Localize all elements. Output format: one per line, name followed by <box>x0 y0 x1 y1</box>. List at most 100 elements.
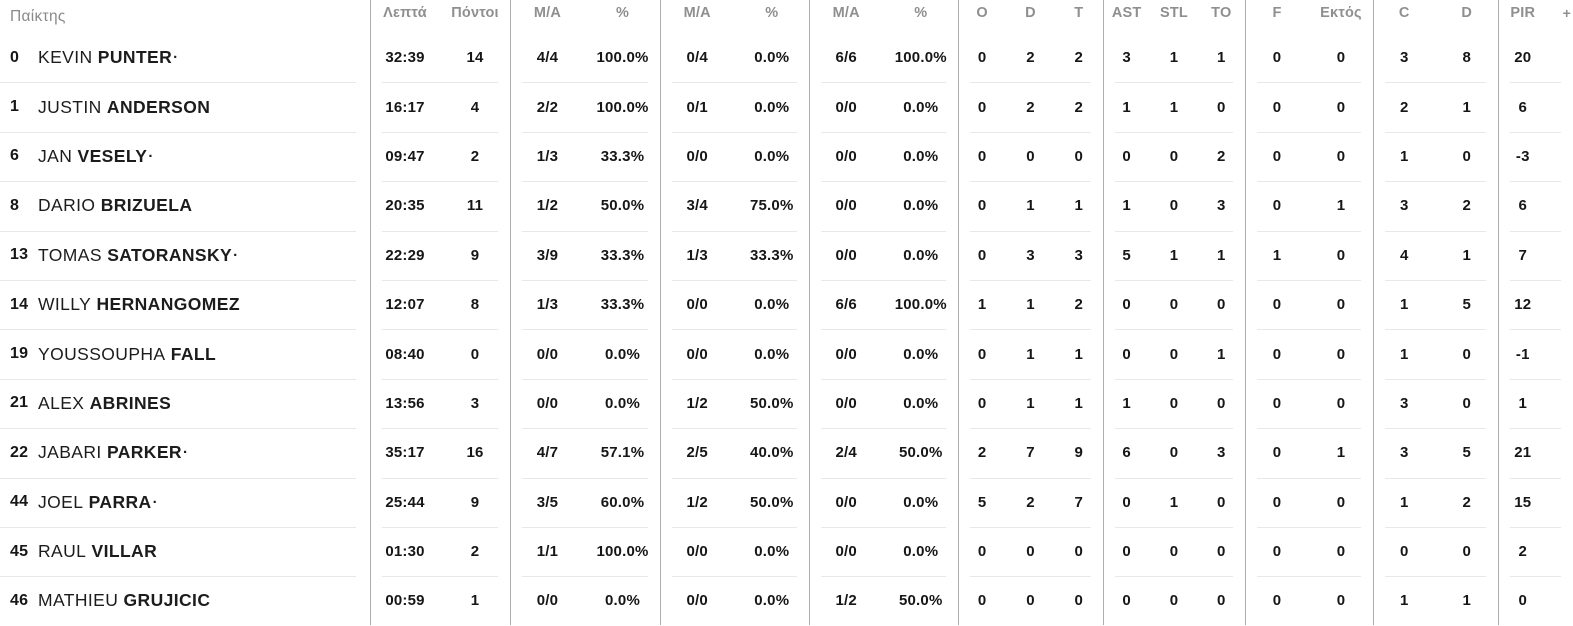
reb-def-value: 7 <box>1006 444 1054 461</box>
header-pir: PIR <box>1498 5 1548 21</box>
reb-def-value: 1 <box>1006 296 1054 313</box>
blocks-for-value: 1 <box>1373 296 1436 313</box>
two-pt-percent: 100.0% <box>585 99 660 116</box>
three-pt-made-attempted: 0/0 <box>660 543 735 560</box>
ft-made-attempted: 2/4 <box>809 444 884 461</box>
reb-off-value: 2 <box>958 444 1006 461</box>
jersey-number: 1 <box>10 98 38 116</box>
fouls-drawn-value: 0 <box>1309 543 1373 560</box>
player-cell: 6 JAN VESELY· <box>0 132 370 181</box>
player-name: RAUL VILLAR <box>38 541 158 562</box>
three-pt-percent: 0.0% <box>735 296 810 313</box>
three-pt-percent: 0.0% <box>735 99 810 116</box>
two-pt-made-attempted: 1/3 <box>510 148 585 165</box>
reb-off-value: 0 <box>958 543 1006 560</box>
jersey-number: 21 <box>10 394 38 412</box>
points-value: 11 <box>440 197 510 214</box>
reb-def-value: 2 <box>1006 99 1054 116</box>
blocks-for-value: 2 <box>1373 99 1436 116</box>
three-pt-made-attempted: 1/3 <box>660 247 735 264</box>
blocks-against-value: 2 <box>1436 197 1499 214</box>
player-last-name: ABRINES <box>90 393 172 413</box>
fouls-drawn-value: 1 <box>1309 444 1373 461</box>
three-pt-made-attempted: 0/0 <box>660 346 735 363</box>
column-divider <box>510 0 511 625</box>
pir-value: 1 <box>1498 395 1548 412</box>
player-name: JUSTIN ANDERSON <box>38 97 211 118</box>
header-blocks-for: C <box>1373 5 1436 21</box>
ft-percent: 0.0% <box>884 346 959 363</box>
reb-off-value: 0 <box>958 247 1006 264</box>
player-row[interactable]: 8 DARIO BRIZUELA 20:35 11 1/2 50.0% 3/4 … <box>0 181 1573 230</box>
reb-def-value: 1 <box>1006 346 1054 363</box>
player-row[interactable]: 14 WILLY HERNANGOMEZ 12:07 8 1/3 33.3% 0… <box>0 280 1573 329</box>
player-first-name: DARIO <box>38 195 95 215</box>
ft-made-attempted: 0/0 <box>809 99 884 116</box>
player-row[interactable]: 21 ALEX ABRINES 13:56 3 0/0 0.0% 1/2 50.… <box>0 379 1573 428</box>
assists-value: 1 <box>1103 395 1150 412</box>
pir-value: 21 <box>1498 444 1548 461</box>
pir-value: 20 <box>1498 49 1548 66</box>
player-row[interactable]: 19 YOUSSOUPHA FALL 08:40 0 0/0 0.0% 0/0 … <box>0 329 1573 378</box>
blocks-for-value: 1 <box>1373 148 1436 165</box>
player-row[interactable]: 45 RAUL VILLAR 01:30 2 1/1 100.0% 0/0 0.… <box>0 527 1573 576</box>
player-row[interactable]: 22 JABARI PARKER· 35:17 16 4/7 57.1% 2/5… <box>0 428 1573 477</box>
fouls-committed-value: 0 <box>1245 346 1309 363</box>
jersey-number: 13 <box>10 246 38 264</box>
assists-value: 5 <box>1103 247 1150 264</box>
ft-percent: 0.0% <box>884 494 959 511</box>
player-last-name: VESELY <box>78 146 148 166</box>
two-pt-percent: 60.0% <box>585 494 660 511</box>
points-value: 9 <box>440 494 510 511</box>
player-cell: 0 KEVIN PUNTER· <box>0 33 370 82</box>
ft-made-attempted: 0/0 <box>809 148 884 165</box>
starter-marker: · <box>153 494 158 511</box>
steals-value: 0 <box>1150 592 1197 609</box>
player-cell: 22 JABARI PARKER· <box>0 428 370 477</box>
pir-value: 6 <box>1498 99 1548 116</box>
turnovers-value: 3 <box>1198 197 1245 214</box>
column-divider <box>1245 0 1246 625</box>
two-pt-made-attempted: 4/4 <box>510 49 585 66</box>
fouls-committed-value: 0 <box>1245 99 1309 116</box>
minutes-value: 09:47 <box>370 148 440 165</box>
assists-value: 6 <box>1103 444 1150 461</box>
ft-percent: 50.0% <box>884 592 959 609</box>
player-first-name: ALEX <box>38 393 84 413</box>
jersey-number: 46 <box>10 592 38 610</box>
reb-off-value: 1 <box>958 296 1006 313</box>
assists-value: 0 <box>1103 543 1150 560</box>
reb-tot-value: 7 <box>1055 494 1103 511</box>
player-row[interactable]: 0 KEVIN PUNTER· 32:39 14 4/4 100.0% 0/4 … <box>0 33 1573 82</box>
two-pt-percent: 50.0% <box>585 197 660 214</box>
player-name: JABARI PARKER· <box>38 442 188 463</box>
player-row[interactable]: 13 TOMAS SATORANSKY· 22:29 9 3/9 33.3% 1… <box>0 231 1573 280</box>
blocks-against-value: 0 <box>1436 148 1499 165</box>
player-first-name: RAUL <box>38 541 86 561</box>
player-row[interactable]: 46 MATHIEU GRUJICIC 00:59 1 0/0 0.0% 0/0… <box>0 576 1573 625</box>
player-row[interactable]: 44 JOEL PARRA· 25:44 9 3/5 60.0% 1/2 50.… <box>0 478 1573 527</box>
minutes-value: 13:56 <box>370 395 440 412</box>
header-ast-stl-to: AST STL TO <box>1103 0 1245 33</box>
header-3pt: M/A % <box>660 0 809 33</box>
fouls-committed-value: 0 <box>1245 444 1309 461</box>
fouls-committed-value: 1 <box>1245 247 1309 264</box>
jersey-number: 14 <box>10 296 38 314</box>
two-pt-made-attempted: 4/7 <box>510 444 585 461</box>
minutes-value: 12:07 <box>370 296 440 313</box>
fouls-committed-value: 0 <box>1245 543 1309 560</box>
ft-percent: 0.0% <box>884 247 959 264</box>
fouls-drawn-value: 0 <box>1309 148 1373 165</box>
column-divider <box>809 0 810 625</box>
column-divider <box>1373 0 1374 625</box>
jersey-number: 44 <box>10 493 38 511</box>
fouls-committed-value: 0 <box>1245 395 1309 412</box>
starter-marker: · <box>183 444 188 461</box>
header-pir-group: PIR + <box>1498 0 1573 33</box>
assists-value: 0 <box>1103 592 1150 609</box>
player-row[interactable]: 6 JAN VESELY· 09:47 2 1/3 33.3% 0/0 0.0%… <box>0 132 1573 181</box>
three-pt-made-attempted: 0/0 <box>660 592 735 609</box>
player-row[interactable]: 1 JUSTIN ANDERSON 16:17 4 2/2 100.0% 0/1… <box>0 82 1573 131</box>
two-pt-percent: 0.0% <box>585 346 660 363</box>
player-cell: 45 RAUL VILLAR <box>0 527 370 576</box>
